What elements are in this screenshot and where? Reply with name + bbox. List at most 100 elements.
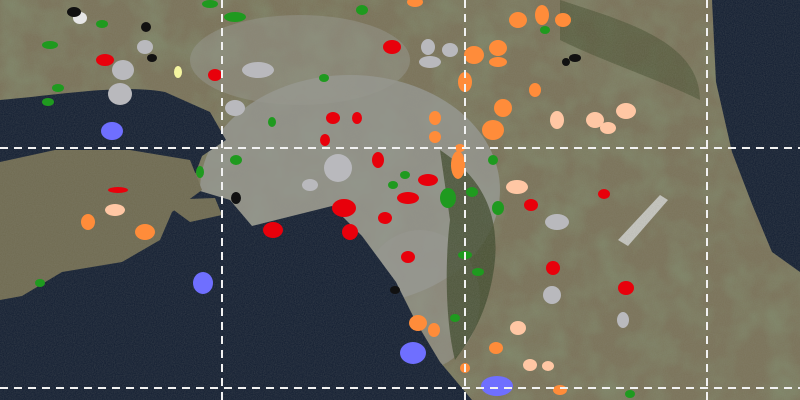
zone-patch [193,272,213,294]
zone-patch [397,192,419,204]
zone-patch [101,122,123,140]
zone-patch [545,214,569,230]
zone-patch [196,166,204,178]
zone-patch [617,312,629,328]
zone-patch [542,361,554,371]
zone-patch [600,122,616,134]
zone-patch [108,187,128,193]
zone-patch [372,152,384,168]
zone-patch [555,13,571,27]
zone-patch [400,171,410,179]
zone-patch [598,189,610,199]
zone-patch [356,5,368,15]
zone-patch [407,0,423,7]
zone-patch [332,199,356,217]
zone-patch [455,144,465,152]
zone-patch [616,103,636,119]
zone-patch [42,41,58,49]
zone-patch [141,22,151,32]
zone-patch [112,60,134,80]
zone-patch [529,83,541,97]
zones [35,0,636,398]
zone-patch [562,58,570,66]
zone-patch [401,251,415,263]
zone-patch [421,39,435,55]
zone-patch [302,179,318,191]
zone-patch [418,174,438,186]
zone-patch [489,342,503,354]
zone-patch [472,268,484,276]
zone-patch [442,43,458,57]
zone-patch [242,62,274,78]
zone-patch [482,120,504,140]
zone-patch [464,46,484,64]
zone-patch [489,40,507,56]
zone-patch [320,134,330,146]
zone-patch [324,154,352,182]
zone-patch [510,321,526,335]
zone-patch [81,214,95,230]
zone-patch [96,54,114,66]
zone-patch [342,224,358,240]
zone-patch [319,74,329,82]
zone-patch [569,54,581,62]
zone-patch [509,12,527,28]
zone-patch [523,359,537,371]
zone-patch [429,131,441,143]
zone-patch [429,111,441,125]
zone-patch [383,40,401,54]
zone-patch [451,151,465,179]
zone-patch [494,99,512,117]
zone-patch [268,117,276,127]
zone-patch [378,212,392,224]
zone-patch [230,155,242,165]
zone-patch [506,180,528,194]
zone-patch [492,201,504,215]
zone-patch [231,192,241,204]
zone-patch [208,69,222,81]
zone-patch [543,286,561,304]
zone-patch [466,187,478,197]
zone-patch [263,222,283,238]
zone-patch [400,342,426,364]
zone-patch [52,84,64,92]
zone-patch [550,111,564,129]
zone-patch [488,155,498,165]
zone-patch [428,323,440,337]
zone-patch [546,261,560,275]
zone-patch [147,54,157,62]
zone-patch [586,112,604,128]
zone-patch [440,188,456,208]
zone-patch [419,56,441,68]
zone-patch [137,40,153,54]
zone-patch [409,315,427,331]
zone-patch [326,112,340,124]
zone-patch [481,376,513,396]
zone-patch [135,224,155,240]
zone-patch [225,100,245,116]
zone-patch [535,5,549,25]
zone-patch [105,204,125,216]
zone-patch [67,7,81,17]
zone-patch [352,112,362,124]
zone-patch [388,181,398,189]
zone-patch [553,385,567,395]
zone-patch [174,66,182,78]
zone-patch [202,0,218,8]
zone-patch [618,281,634,295]
zone-patch [35,279,45,287]
zone-patch [458,72,472,92]
zone-patch [489,57,507,67]
zone-patch [450,314,460,322]
zone-patch [625,390,635,398]
zone-patch [96,20,108,28]
zone-patch [390,286,400,294]
zone-patch [524,199,538,211]
zone-patch [224,12,246,22]
zone-patch [42,98,54,106]
zone-patch [108,83,132,105]
zone-patch [540,26,550,34]
